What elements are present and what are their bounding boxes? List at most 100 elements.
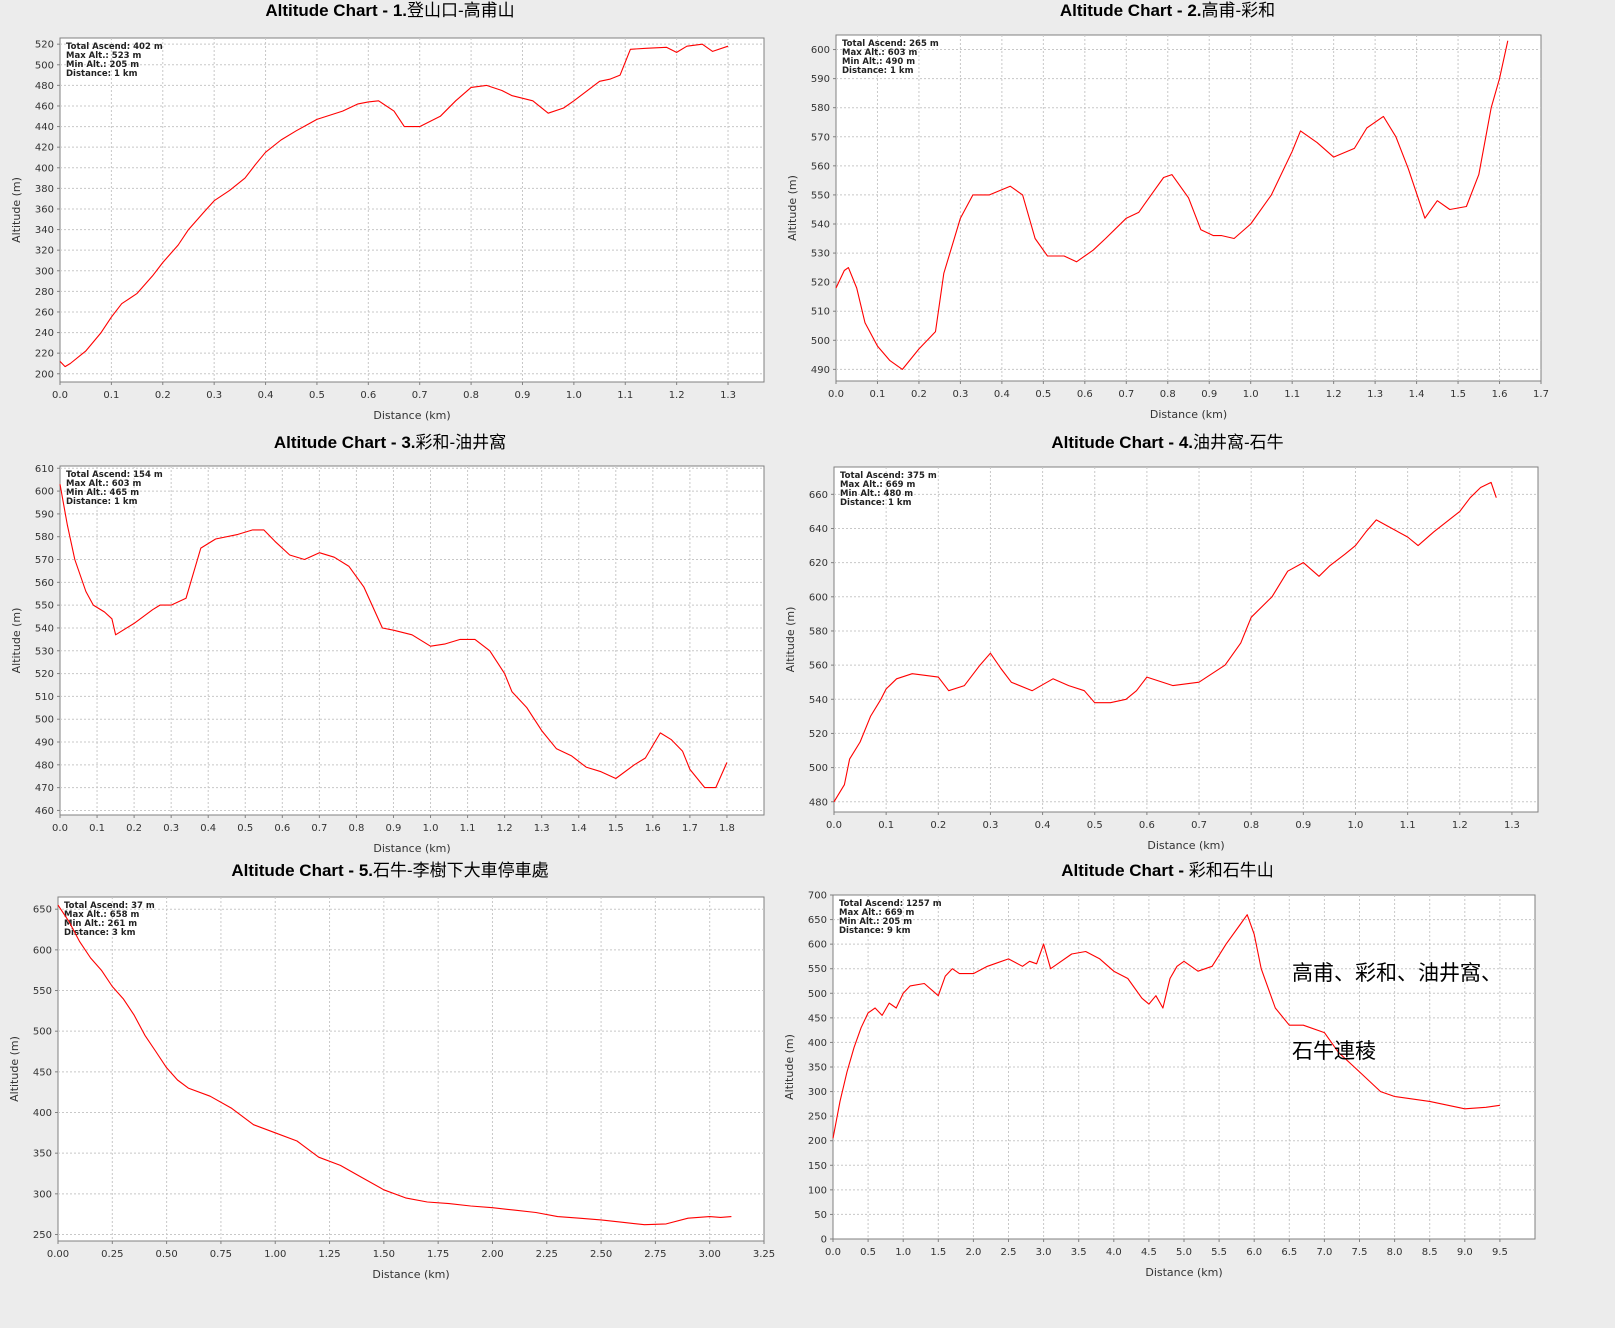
x-tick-label: 1.7 bbox=[682, 823, 698, 834]
y-tick-label: 440 bbox=[35, 122, 54, 133]
x-tick-label: 0.6 bbox=[1139, 820, 1155, 831]
x-tick-label: 1.3 bbox=[720, 390, 736, 401]
y-tick-label: 240 bbox=[35, 328, 54, 339]
x-tick-label: 0.4 bbox=[1035, 820, 1051, 831]
x-tick-label: 5.5 bbox=[1211, 1247, 1227, 1258]
y-tick-label: 570 bbox=[35, 555, 54, 566]
x-tick-label: 0.0 bbox=[52, 823, 68, 834]
x-tick-label: 0.8 bbox=[1243, 820, 1259, 831]
x-tick-label: 0.2 bbox=[911, 389, 927, 400]
x-tick-label: 0.5 bbox=[1087, 820, 1103, 831]
altitude-line bbox=[835, 40, 1509, 370]
y-tick-label: 480 bbox=[35, 760, 54, 771]
x-tick-label: 6.0 bbox=[1246, 1247, 1262, 1258]
x-tick-label: 2.25 bbox=[536, 1249, 558, 1260]
overlay-note-line-2: 石牛連稜 bbox=[1292, 1039, 1376, 1063]
x-tick-label: 1.1 bbox=[1284, 389, 1300, 400]
x-tick-label: 0.1 bbox=[870, 389, 886, 400]
altitude-chart: 0.00 0.25 0.50 0.75 1.00 1.25 1.50 1.75 2.00 2.25… bbox=[8, 896, 775, 1281]
y-tick-label: 650 bbox=[33, 905, 52, 916]
stat-line: Distance: 1 km bbox=[842, 66, 914, 76]
stat-line: Total Ascend: 375 m bbox=[840, 471, 937, 481]
chart-title: Altitude Chart - 彩和石牛山 bbox=[1061, 861, 1274, 880]
y-tick-label: 520 bbox=[35, 40, 54, 51]
y-tick-label: 470 bbox=[35, 783, 54, 794]
chart-panel-1: Altitude Chart - 1.登山口-高甫山 0.0 0.1 0.2 0.3 0… bbox=[0, 0, 780, 430]
x-tick-label: 0.3 bbox=[952, 389, 968, 400]
y-tick-label: 560 bbox=[811, 161, 830, 172]
altitude-line bbox=[832, 914, 1500, 1139]
y-axis-label: Altitude (m) bbox=[10, 177, 23, 243]
x-tick-label: 1.2 bbox=[1326, 389, 1342, 400]
stat-line: Total Ascend: 265 m bbox=[842, 39, 939, 49]
x-tick-label: 0.5 bbox=[1035, 389, 1051, 400]
x-tick-label: 0.7 bbox=[1118, 389, 1134, 400]
plot-area bbox=[833, 466, 1539, 813]
x-tick-label: 6.5 bbox=[1281, 1247, 1297, 1258]
y-tick-label: 350 bbox=[808, 1063, 827, 1074]
x-tick-label: 1.5 bbox=[1450, 389, 1466, 400]
y-tick-label: 340 bbox=[35, 225, 54, 236]
y-tick-label: 500 bbox=[811, 336, 830, 347]
stat-line: Min Alt.: 205 m bbox=[839, 917, 912, 927]
x-tick-label: 1.2 bbox=[669, 390, 685, 401]
plot-area bbox=[59, 37, 765, 383]
x-tick-label: 0.5 bbox=[860, 1247, 876, 1258]
x-tick-label: 7.5 bbox=[1352, 1247, 1368, 1258]
stat-line: Min Alt.: 480 m bbox=[840, 489, 913, 499]
x-tick-label: 0.3 bbox=[982, 820, 998, 831]
x-tick-label: 1.2 bbox=[497, 823, 513, 834]
x-tick-label: 0.9 bbox=[1295, 820, 1311, 831]
x-tick-label: 0.7 bbox=[311, 823, 327, 834]
y-tick-label: 400 bbox=[33, 1108, 52, 1119]
y-tick-label: 540 bbox=[35, 623, 54, 634]
stat-line: Min Alt.: 205 m bbox=[66, 60, 139, 70]
chart-panel-3: Altitude Chart - 3.彩和-油井窩 0.0 0.1 0.2 0.3 0.… bbox=[0, 432, 780, 857]
x-tick-label: 9.0 bbox=[1457, 1247, 1473, 1258]
stat-line: Total Ascend: 154 m bbox=[66, 470, 163, 480]
stat-line: Max Alt.: 603 m bbox=[842, 48, 917, 58]
x-tick-label: 1.75 bbox=[427, 1249, 449, 1260]
y-tick-label: 320 bbox=[35, 246, 54, 257]
x-tick-label: 0.4 bbox=[994, 389, 1010, 400]
y-tick-label: 520 bbox=[811, 278, 830, 289]
x-tick-label: 1.6 bbox=[1492, 389, 1508, 400]
x-tick-label: 2.00 bbox=[481, 1249, 503, 1260]
y-tick-label: 600 bbox=[809, 592, 828, 603]
x-tick-label: 1.25 bbox=[318, 1249, 340, 1260]
y-tick-label: 560 bbox=[809, 661, 828, 672]
x-tick-label: 1.3 bbox=[534, 823, 550, 834]
x-tick-label: 0.1 bbox=[878, 820, 894, 831]
y-tick-label: 280 bbox=[35, 287, 54, 298]
x-tick-label: 1.1 bbox=[1400, 820, 1416, 831]
plot-area bbox=[59, 465, 765, 816]
x-tick-label: 0.2 bbox=[155, 390, 171, 401]
x-tick-label: 1.0 bbox=[895, 1247, 911, 1258]
chart-title: Altitude Chart - 1.登山口-高甫山 bbox=[265, 1, 515, 20]
x-tick-label: 1.0 bbox=[1243, 389, 1259, 400]
y-tick-label: 250 bbox=[808, 1112, 827, 1123]
y-tick-label: 500 bbox=[33, 1027, 52, 1038]
y-tick-label: 540 bbox=[811, 219, 830, 230]
stat-line: Total Ascend: 402 m bbox=[66, 42, 163, 52]
stat-line: Distance: 3 km bbox=[64, 928, 136, 938]
y-axis-label: Altitude (m) bbox=[784, 607, 797, 673]
y-tick-label: 500 bbox=[808, 989, 827, 1000]
x-tick-label: 0.8 bbox=[463, 390, 479, 401]
y-tick-label: 0 bbox=[821, 1235, 827, 1246]
x-tick-label: 1.5 bbox=[608, 823, 624, 834]
y-tick-label: 550 bbox=[808, 964, 827, 975]
x-tick-label: 0.5 bbox=[237, 823, 253, 834]
x-tick-label: 1.4 bbox=[571, 823, 587, 834]
overlay-note-line-1: 高甫、彩和、油井窩、 bbox=[1292, 961, 1502, 985]
x-tick-label: 4.0 bbox=[1106, 1247, 1122, 1258]
y-axis-label: Altitude (m) bbox=[783, 1034, 796, 1100]
x-axis-label: Distance (km) bbox=[1145, 1266, 1222, 1279]
y-tick-label: 520 bbox=[35, 669, 54, 680]
y-tick-label: 460 bbox=[35, 806, 54, 817]
stat-line: Distance: 1 km bbox=[840, 498, 912, 508]
y-tick-label: 580 bbox=[35, 532, 54, 543]
y-tick-label: 150 bbox=[808, 1161, 827, 1172]
x-tick-label: 0.0 bbox=[826, 820, 842, 831]
y-tick-label: 550 bbox=[33, 986, 52, 997]
